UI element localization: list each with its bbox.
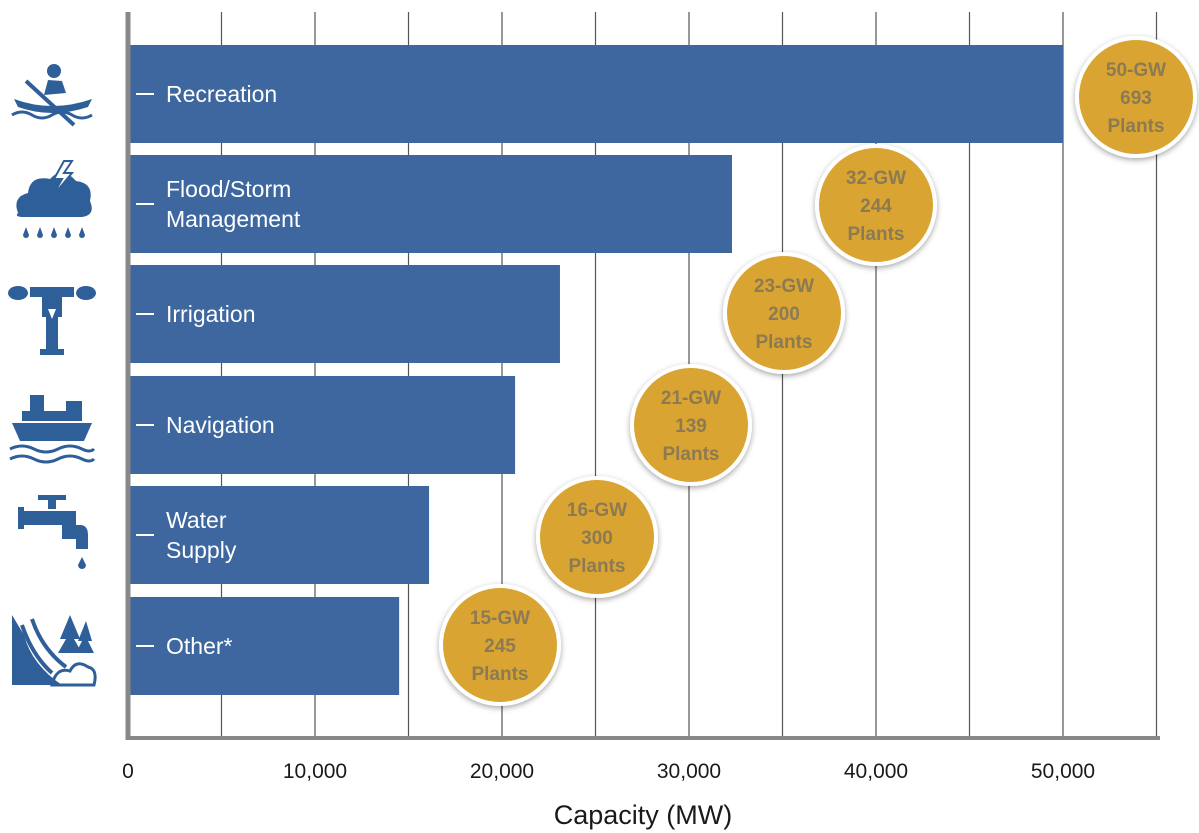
bar	[128, 376, 516, 474]
bar	[128, 265, 560, 363]
x-tick-label: 10,000	[283, 760, 347, 783]
badge-circle	[819, 148, 933, 262]
capacity-badge: 15-GW 245 Plants	[439, 584, 561, 706]
bar	[128, 486, 430, 584]
bar-label: Irrigation	[166, 301, 255, 327]
bar-label: Water	[166, 507, 227, 533]
axes: 0 10,000 20,000 30,000 40,000 50,000	[122, 12, 1160, 783]
capacity-badge: 21-GW 139 Plants	[630, 364, 752, 486]
water-faucet-icon	[18, 495, 88, 569]
badge-text: 32-GW	[846, 168, 906, 189]
capacity-badge: 32-GW 244 Plants	[815, 144, 937, 266]
category-icons	[8, 64, 97, 687]
badge-text: 21-GW	[661, 388, 721, 409]
storm-cloud-icon	[16, 160, 92, 238]
bar	[128, 597, 400, 695]
badge-circle	[540, 480, 654, 594]
bar-label: Flood/Storm	[166, 176, 291, 202]
bar-label: Other*	[166, 633, 233, 659]
badge-circle	[443, 588, 557, 702]
bars: Recreation Flood/Storm Management Irrigatio…	[128, 45, 1063, 695]
x-tick-label: 20,000	[470, 760, 534, 783]
capacity-badge: 50-GW 693 Plants	[1075, 36, 1197, 158]
badge-circle	[634, 368, 748, 482]
x-axis-title: Capacity (MW)	[554, 800, 733, 830]
badge-text: 23-GW	[754, 276, 814, 297]
badge-text: Plants	[847, 224, 904, 245]
badge-text: 139	[675, 416, 707, 437]
badge-text: 244	[860, 196, 892, 217]
badge-text: Plants	[568, 556, 625, 577]
bar-label: Supply	[166, 537, 237, 563]
bar	[128, 45, 1063, 143]
badge-text: 16-GW	[567, 500, 627, 521]
sprinkler-icon	[8, 286, 96, 355]
badges: 50-GW 693 Plants 32-GW 244 Plants 23-GW 200 Plan…	[439, 36, 1197, 706]
badge-circle	[1079, 40, 1193, 154]
bar-label: Recreation	[166, 81, 277, 107]
badge-text: Plants	[662, 444, 719, 465]
x-tick-label: 40,000	[844, 760, 908, 783]
badge-text: Plants	[471, 664, 528, 685]
badge-text: 300	[581, 528, 613, 549]
capacity-badge: 23-GW 200 Plants	[723, 252, 845, 374]
x-tick-label: 30,000	[657, 760, 721, 783]
bar-label: Management	[166, 206, 301, 232]
rowing-icon	[11, 64, 93, 127]
x-tick-label: 0	[122, 760, 134, 783]
badge-text: 15-GW	[470, 608, 530, 629]
x-tick-label: 50,000	[1031, 760, 1095, 783]
badge-text: Plants	[755, 332, 812, 353]
bar-label: Navigation	[166, 412, 275, 438]
badge-text: 693	[1120, 88, 1152, 109]
landscape-icon	[12, 615, 97, 687]
badge-circle	[727, 256, 841, 370]
badge-text: 200	[768, 304, 800, 325]
cargo-ship-icon	[9, 395, 96, 464]
badge-text: 245	[484, 636, 516, 657]
badge-text: 50-GW	[1106, 60, 1166, 81]
capacity-badge: 16-GW 300 Plants	[536, 476, 658, 598]
badge-text: Plants	[1107, 116, 1164, 137]
bar	[128, 155, 733, 253]
